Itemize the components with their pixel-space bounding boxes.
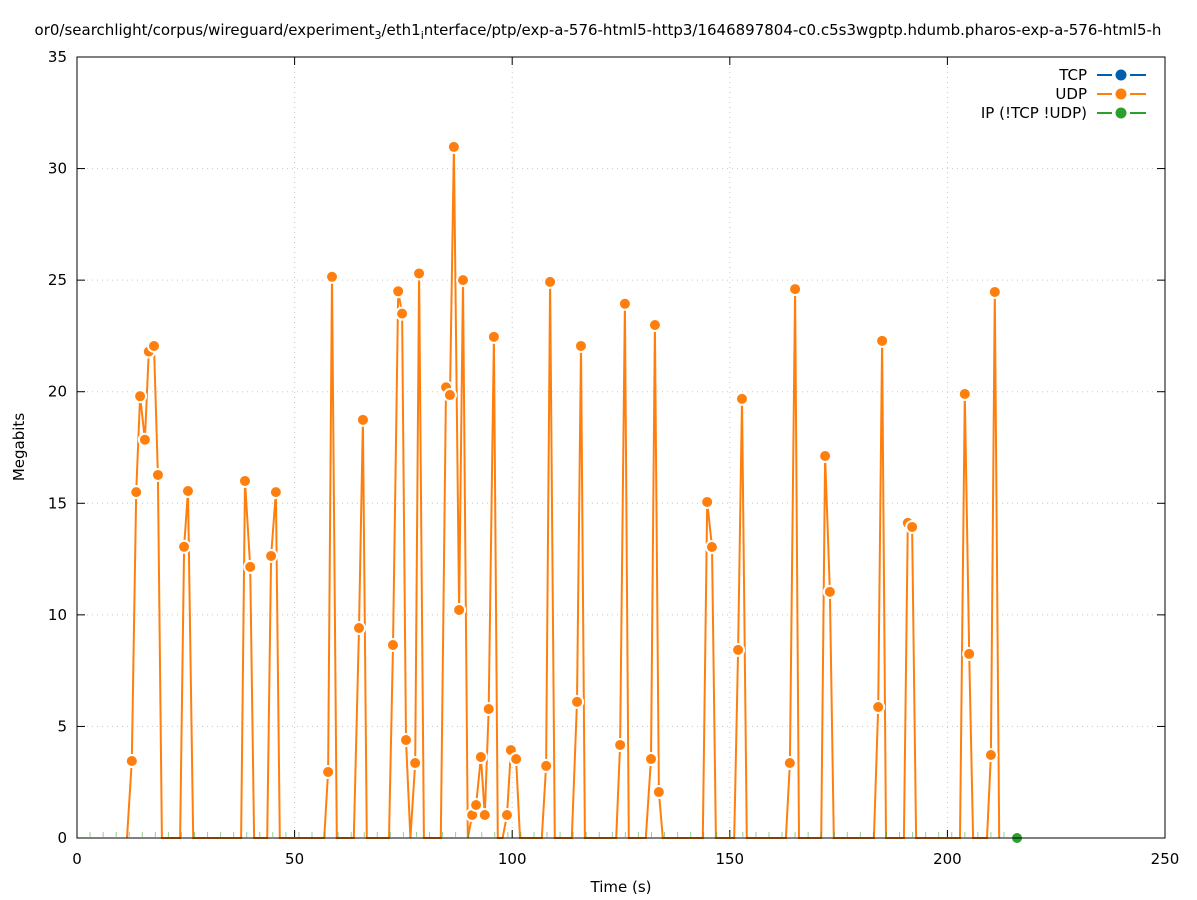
data-point [486,329,501,344]
data-point [818,448,833,463]
data-point [734,391,749,406]
data-point [442,388,457,403]
data-point [325,269,340,284]
data-point [983,747,998,762]
data-point [446,139,461,154]
data-point [570,694,585,709]
data-point [469,797,484,812]
series-udp [124,139,1002,839]
data-point [268,485,283,500]
data-point [243,559,258,574]
data-point [395,306,410,321]
data-point [399,733,414,748]
legend-marker [1115,69,1127,81]
data-point [788,282,803,297]
plot-border [76,56,1166,839]
title-part: /eth1 [381,21,420,39]
data-point [355,412,370,427]
y-tick-label: 5 [57,717,67,735]
chart-title: or0/searchlight/corpus/wireguard/experim… [35,21,1162,42]
y-tick-label: 30 [48,160,67,178]
data-point [617,296,632,311]
data-point [651,785,666,800]
data-point [573,338,588,353]
x-tick-label: 200 [933,850,962,868]
x-tick-label: 100 [498,850,527,868]
data-point [133,389,148,404]
data-point [481,702,496,717]
data-point [321,764,336,779]
data-point [129,485,144,500]
legend-marker [1115,107,1127,119]
legend-label: UDP [1055,85,1087,103]
data-point [237,473,252,488]
data-point [644,752,659,767]
data-point [456,273,471,288]
data-point [137,432,152,447]
data-point [543,274,558,289]
data-point [177,539,192,554]
data-point [124,754,139,769]
data-point [385,637,400,652]
data-point [647,317,662,332]
data-point [782,756,797,771]
title-part: or0/searchlight/corpus/wireguard/experim… [35,21,375,39]
data-point [509,752,524,767]
data-point [613,737,628,752]
data-point [499,808,514,823]
series-line [126,146,1001,839]
data-point [871,700,886,715]
x-tick-label: 250 [1151,850,1180,868]
data-point [408,756,423,771]
title-part: 3 [374,29,381,42]
title-part: i [421,29,424,42]
data-point [700,494,715,509]
data-point [412,266,427,281]
y-tick-label: 20 [48,383,67,401]
grid [77,57,1165,838]
data-point [452,602,467,617]
x-tick-label: 150 [715,850,744,868]
data-point [352,621,367,636]
data-point [391,284,406,299]
data-point [477,808,492,823]
title-part: nterface/ptp/exp-a-576-html5-http3/16468… [424,21,1162,39]
data-point [180,484,195,499]
data-point [875,333,890,348]
data-point [822,584,837,599]
y-tick-label: 0 [57,829,67,847]
plot-area [76,139,1025,845]
data-point [704,540,719,555]
data-point [264,548,279,563]
data-point [731,642,746,657]
data-point [539,758,554,773]
legend-label: TCP [1058,66,1087,84]
data-point [987,284,1002,299]
y-axis-label: Megabits [10,413,28,481]
legend-label: IP (!TCP !UDP) [981,104,1087,122]
data-point [905,519,920,534]
data-point [962,646,977,661]
x-tick-label: 0 [72,850,82,868]
data-point [147,338,162,353]
data-point [957,386,972,401]
y-tick-label: 10 [48,606,67,624]
x-axis-label: Time (s) [590,878,652,896]
y-tick-label: 15 [48,494,67,512]
y-tick-label: 35 [48,48,67,66]
data-point [473,749,488,764]
data-point [150,467,165,482]
y-tick-label: 25 [48,271,67,289]
x-tick-label: 50 [285,850,304,868]
legend-marker [1115,88,1127,100]
